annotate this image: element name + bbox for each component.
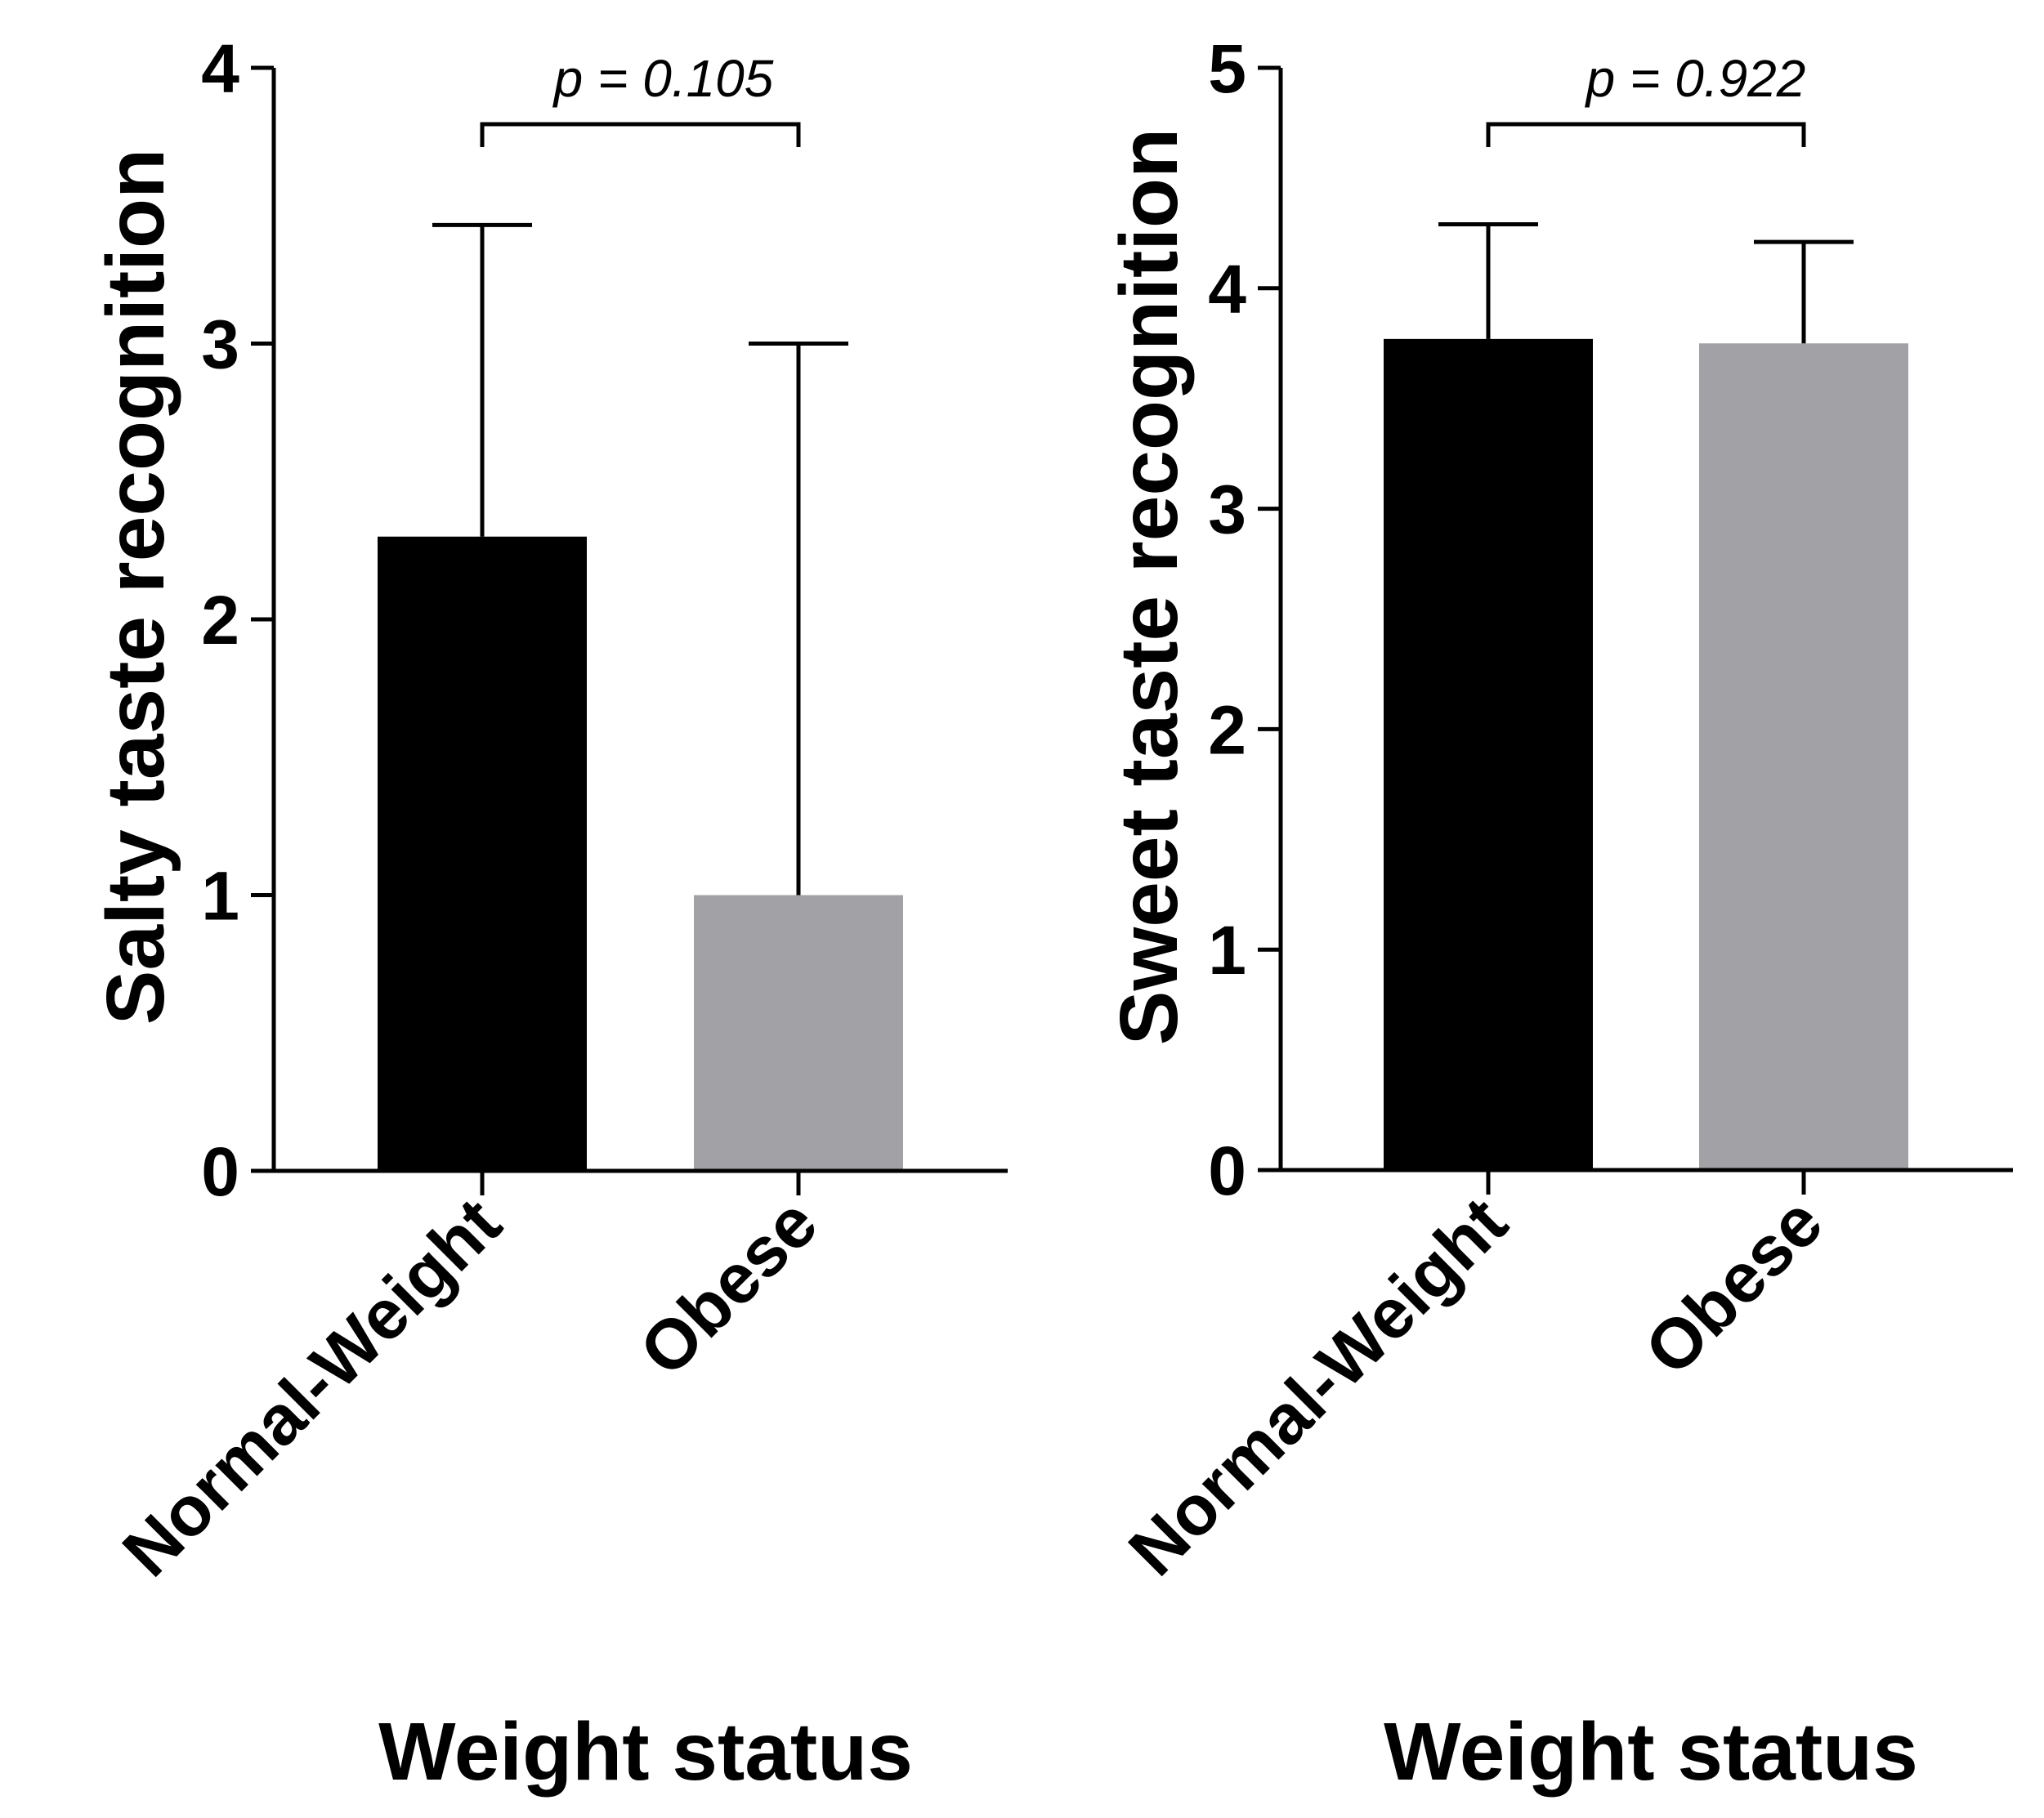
- y-axis-title-sweet: Sweet taste recognition: [1103, 128, 1195, 1045]
- bar-sweet-obese: [1699, 343, 1908, 1170]
- error-bar-salty-obese: [749, 342, 848, 896]
- bar-sweet-normal-weight: [1384, 338, 1593, 1170]
- error-bar-salty-normal-weight: [432, 222, 532, 537]
- significance-bracket-salty: [480, 122, 801, 147]
- x-category-label-salty-obese: Obese: [625, 1184, 833, 1391]
- y-tick-label-sweet-4: 4: [1208, 251, 1246, 328]
- y-tick-label-salty-1: 1: [201, 858, 239, 935]
- x-axis-title-salty: Weight status: [378, 1706, 913, 1798]
- x-category-label-salty-normal-weight: Normal-Weight: [108, 1184, 516, 1592]
- y-tick-label-sweet-1: 1: [1208, 912, 1246, 989]
- sweet-taste-chart: Sweet taste recognition Weight status p …: [1103, 30, 2013, 1798]
- x-category-label-sweet-obese: Obese: [1630, 1183, 1838, 1391]
- x-axis-title-sweet: Weight status: [1384, 1706, 1918, 1798]
- significance-bracket-sweet: [1486, 122, 1806, 147]
- x-category-label-sweet-normal-weight: Normal-Weight: [1114, 1183, 1522, 1591]
- bar-salty-normal-weight: [378, 536, 587, 1171]
- y-tick-label-sweet-3: 3: [1208, 471, 1246, 548]
- bar-salty-obese: [694, 895, 903, 1171]
- p-value-salty: p = 0.105: [552, 49, 774, 108]
- y-tick-label-sweet-5: 5: [1208, 30, 1246, 107]
- p-value-sweet: p = 0.922: [1585, 49, 1806, 108]
- error-bar-sweet-normal-weight: [1438, 222, 1538, 339]
- y-tick-label-sweet-0: 0: [1208, 1132, 1246, 1209]
- y-tick-label-salty-0: 0: [201, 1133, 239, 1210]
- salty-taste-chart: Salty taste recognition Weight status p …: [90, 30, 1008, 1798]
- y-tick-label-salty-4: 4: [201, 30, 239, 107]
- y-tick-label-salty-2: 2: [201, 582, 239, 659]
- y-tick-label-sweet-2: 2: [1208, 691, 1246, 768]
- y-axis-title-salty: Salty taste recognition: [90, 149, 181, 1025]
- y-tick-label-salty-3: 3: [201, 306, 239, 383]
- error-bar-sweet-obese: [1754, 239, 1854, 344]
